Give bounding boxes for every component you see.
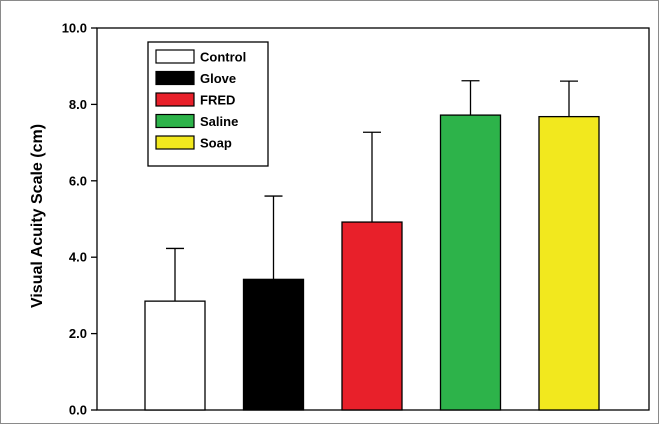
legend: Control Glove FRED Saline Soap xyxy=(147,41,269,167)
bar-soap xyxy=(538,115,600,411)
legend-label-soap: Soap xyxy=(200,136,232,151)
y-tick-label: 0.0 xyxy=(69,403,87,418)
legend-swatch-saline xyxy=(155,113,195,129)
legend-label-glove: Glove xyxy=(200,71,236,86)
bar-control xyxy=(144,300,206,411)
bar-saline xyxy=(439,114,502,411)
legend-swatch-soap xyxy=(155,135,195,150)
y-tick-label: 8.0 xyxy=(69,97,87,112)
y-tick-label: 2.0 xyxy=(69,326,87,341)
bar-glove xyxy=(242,278,305,411)
y-axis-title: Visual Acuity Scale (cm) xyxy=(29,124,46,308)
y-tick-label: 4.0 xyxy=(69,250,87,265)
legend-swatch-control xyxy=(155,49,195,64)
y-tick-label: 10.0 xyxy=(62,21,87,36)
legend-swatch-glove xyxy=(155,70,195,86)
legend-swatch-fred xyxy=(155,92,195,107)
y-tick-label: 6.0 xyxy=(69,173,87,188)
bar-fred xyxy=(341,221,403,411)
legend-label-fred: FRED xyxy=(200,93,235,108)
legend-label-saline: Saline xyxy=(200,114,238,129)
legend-label-control: Control xyxy=(200,50,246,65)
bars-group xyxy=(144,80,600,411)
